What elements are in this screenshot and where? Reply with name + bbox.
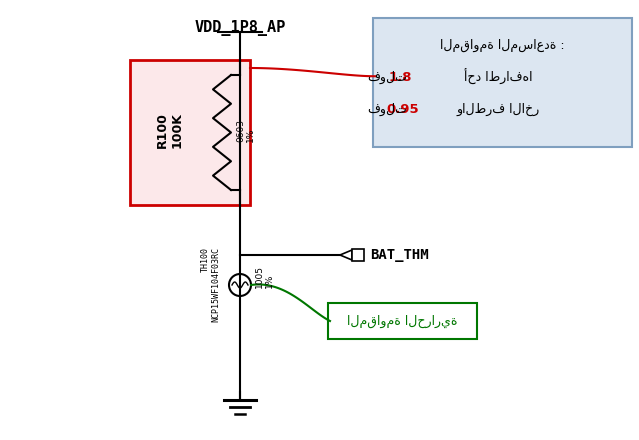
Text: 1005
1%: 1005 1%: [255, 265, 274, 289]
Text: المقاومة الحرارية: المقاومة الحرارية: [347, 315, 458, 328]
FancyBboxPatch shape: [373, 18, 632, 147]
Text: BAT_THM: BAT_THM: [370, 248, 429, 262]
Text: 1.8: 1.8: [389, 70, 412, 84]
FancyBboxPatch shape: [352, 249, 364, 261]
Text: فولت: فولت: [367, 70, 407, 84]
Text: والطرف الاخر: والطرف الاخر: [457, 103, 548, 116]
Text: VDD_1P8_AP: VDD_1P8_AP: [194, 20, 286, 36]
Text: فولت: فولت: [367, 103, 407, 116]
Text: 0.95: 0.95: [387, 103, 419, 116]
Text: TH100
NCP15WF104F03RC: TH100 NCP15WF104F03RC: [201, 247, 220, 323]
Text: 0603
1%: 0603 1%: [236, 118, 256, 142]
FancyBboxPatch shape: [130, 60, 250, 205]
Text: المقاومة المساعدة :: المقاومة المساعدة :: [440, 38, 565, 51]
Text: أحد اطرافها: أحد اطرافها: [465, 69, 541, 85]
FancyBboxPatch shape: [328, 303, 477, 339]
Text: R100
100K: R100 100K: [156, 112, 184, 148]
